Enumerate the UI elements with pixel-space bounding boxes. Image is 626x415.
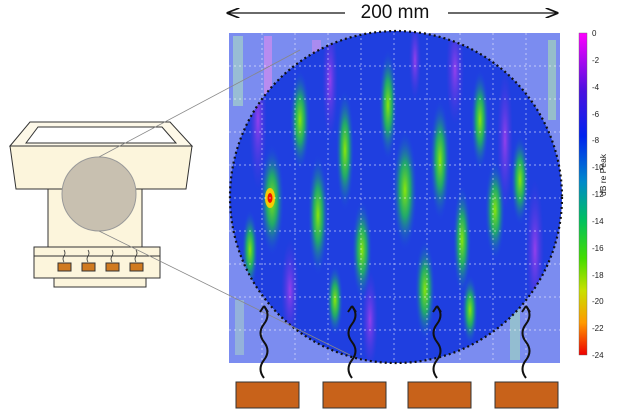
heater-block [322, 381, 387, 409]
heater-block [494, 381, 559, 409]
colorbar-tick-label: -20 [592, 297, 604, 307]
wafer-outline [228, 29, 564, 365]
colorbar-tick-label: -22 [592, 324, 604, 334]
colorbar-tick-label: -8 [592, 136, 600, 146]
colorbar-unit-label: dB re Peak [598, 153, 608, 196]
colorbar-tick-label: -12 [592, 190, 604, 199]
colorbar-tick-label: -24 [592, 351, 604, 360]
colorbar-tick-label: -2 [592, 55, 600, 65]
colorbar-tick-label: -14 [592, 216, 604, 226]
heater-row [235, 381, 559, 409]
colorbar-tick-label: -6 [592, 109, 600, 119]
heater-block [407, 381, 472, 409]
colorbar-tick-label: -16 [592, 243, 604, 253]
intensity-map [228, 29, 564, 365]
colorbar-tick-label: -4 [592, 82, 600, 92]
colorbar-tick-label: -18 [592, 270, 604, 280]
colorbar-tick-label: 0 [592, 29, 597, 38]
dimension-label: 200 mm [360, 2, 430, 23]
heat-waves [259, 305, 531, 379]
heater-block [235, 381, 300, 409]
colorbar [578, 32, 588, 356]
apparatus-illustration [8, 121, 194, 288]
zoom-lines [98, 49, 351, 356]
colorbar-tick-label: -10 [592, 163, 604, 173]
